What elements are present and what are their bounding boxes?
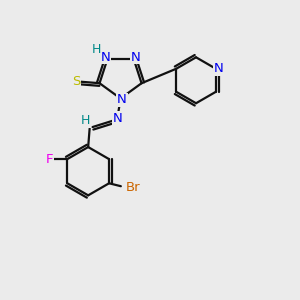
Text: N: N [117, 93, 127, 106]
Text: H: H [80, 114, 90, 127]
Text: F: F [46, 153, 53, 166]
Text: N: N [113, 112, 122, 125]
Text: S: S [72, 75, 80, 88]
Text: N: N [214, 62, 224, 75]
Text: N: N [131, 51, 141, 64]
Text: H: H [92, 43, 101, 56]
Text: Br: Br [126, 181, 141, 194]
Text: N: N [100, 51, 110, 64]
